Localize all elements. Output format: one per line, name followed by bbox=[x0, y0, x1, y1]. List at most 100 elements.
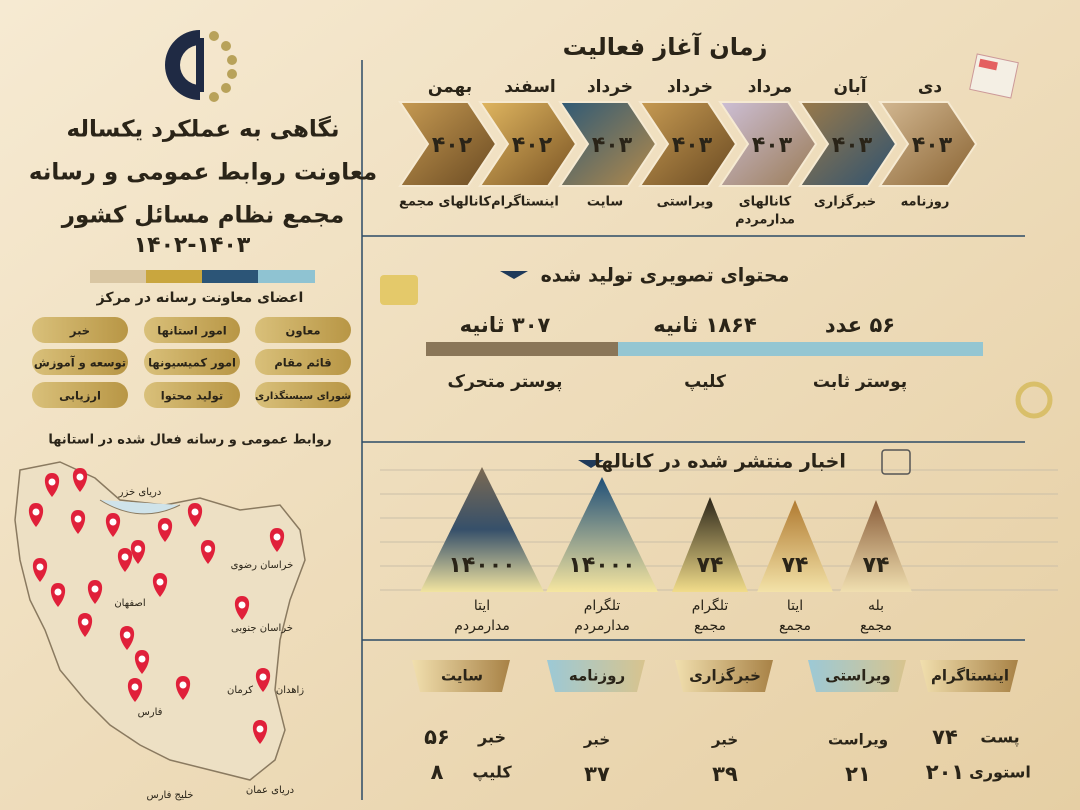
timeline-chevron bbox=[638, 101, 738, 187]
visual-value: ۵۶ عدد bbox=[825, 313, 895, 337]
timeline-month: بهمن bbox=[428, 77, 472, 97]
platform-stat-value: ۳۷ bbox=[584, 762, 610, 786]
news-label: مجمع bbox=[694, 618, 726, 634]
platform-stat-label: استوری bbox=[969, 763, 1031, 782]
platform-badge bbox=[675, 660, 773, 692]
news-label: بله bbox=[868, 598, 884, 614]
timeline-month: خرداد bbox=[667, 77, 713, 97]
visual-bar-segment bbox=[618, 342, 983, 356]
timeline-year: ۴۰۳ bbox=[592, 133, 633, 158]
timeline-year: ۴۰۳ bbox=[912, 133, 953, 158]
map-label: دریای خزر bbox=[118, 487, 162, 498]
timeline-label: خبرگزاری bbox=[814, 194, 876, 210]
timeline-month: خرداد bbox=[587, 77, 633, 97]
platform-stat-label: کلیپ bbox=[472, 763, 512, 783]
platform-stat-label: پست bbox=[980, 728, 1019, 748]
map-label: فارس bbox=[138, 707, 163, 718]
color-bar bbox=[90, 270, 315, 283]
timeline-label: روزنامه bbox=[901, 195, 950, 210]
news-label: مدارمردم bbox=[454, 618, 510, 634]
title-arrow bbox=[500, 271, 528, 279]
timeline-year: ۴۰۳ bbox=[832, 133, 873, 158]
map-pin-dot bbox=[32, 508, 40, 516]
member-pill bbox=[32, 349, 128, 375]
news-label: مدارمردم bbox=[574, 618, 630, 634]
member-label: معاون bbox=[286, 324, 321, 339]
timeline-chevron bbox=[398, 101, 498, 187]
news-triangle bbox=[840, 500, 912, 592]
headphones-icon bbox=[1015, 381, 1053, 419]
news-triangle bbox=[546, 477, 658, 592]
map-pin-dot bbox=[259, 673, 267, 681]
news-label: ایتا bbox=[474, 598, 490, 614]
news-value: ۱۴۰۰۰ bbox=[568, 553, 635, 578]
member-pill bbox=[255, 317, 351, 343]
news-label: مجمع bbox=[779, 618, 811, 634]
member-label: امور کمیسیونها bbox=[148, 356, 236, 371]
news-title: اخبار منتشر شده در کانالها bbox=[594, 451, 846, 473]
platform-stat-value: ۵۶ bbox=[424, 725, 450, 749]
map-pin-dot bbox=[256, 725, 264, 733]
member-pill bbox=[255, 382, 351, 408]
timeline-chevron bbox=[558, 101, 658, 187]
map-pin-dot bbox=[138, 655, 146, 663]
map-pin-dot bbox=[204, 545, 212, 553]
news-label: ایتا bbox=[787, 598, 803, 614]
member-label: توسعه و آموزش bbox=[34, 356, 126, 371]
map-pin-dot bbox=[76, 473, 84, 481]
timeline-label: کانالهای bbox=[739, 195, 792, 210]
map-label: خلیج فارس bbox=[146, 790, 193, 801]
platform-badge bbox=[547, 660, 645, 692]
dividers bbox=[361, 60, 1025, 800]
map-label: خراسان جنوبی bbox=[231, 623, 293, 634]
platform-stat-value: ۳۹ bbox=[712, 762, 738, 786]
map-label: دریای عمان bbox=[246, 785, 294, 796]
map-pin-dot bbox=[238, 601, 246, 609]
timeline-chevron bbox=[878, 101, 978, 187]
platform-stat-label: خبر bbox=[711, 731, 738, 749]
news-label: تلگرام bbox=[692, 597, 729, 614]
news-value: ۱۴۰۰۰ bbox=[448, 553, 515, 578]
timeline-year: ۴۰۳ bbox=[752, 133, 793, 158]
timeline-month: اسفند bbox=[504, 77, 556, 97]
map-pin-dot bbox=[134, 545, 142, 553]
timeline-chevron bbox=[718, 101, 818, 187]
visual-bar-segment bbox=[426, 342, 618, 356]
title-line: نگاهی به عملکرد یکساله bbox=[66, 116, 339, 143]
map-pin-dot bbox=[74, 515, 82, 523]
map-pin-dot bbox=[54, 588, 62, 596]
member-pill bbox=[32, 382, 128, 408]
platform-name: اینستاگرام bbox=[931, 667, 1009, 685]
timeline-year: ۴۰۳ bbox=[672, 133, 713, 158]
member-label: خبر bbox=[69, 324, 90, 338]
timeline-year: ۴۰۲ bbox=[512, 133, 553, 158]
years: ۱۴۰۲-۱۴۰۳ bbox=[134, 233, 251, 258]
title-arrow bbox=[578, 460, 604, 468]
news-value: ۷۴ bbox=[782, 553, 809, 578]
member-pill bbox=[144, 349, 240, 375]
map-label: خراسان رضوی bbox=[231, 560, 294, 571]
member-label: امور استانها bbox=[157, 324, 226, 339]
timeline-month: مرداد bbox=[748, 77, 792, 97]
visual-value: ۱۸۶۴ ثانیه bbox=[653, 313, 757, 337]
news-value: ۷۴ bbox=[697, 553, 724, 578]
platform-stat-value: ۷۴ bbox=[932, 725, 958, 749]
timeline-label: اینستاگرام bbox=[491, 194, 559, 210]
title-line: معاونت روابط عمومی و رسانه bbox=[29, 160, 377, 186]
platform-stat-value: ۲۰۱ bbox=[926, 760, 964, 784]
map-pin-dot bbox=[131, 683, 139, 691]
video-icon bbox=[380, 275, 418, 305]
visual-label: پوستر متحرک bbox=[448, 372, 563, 392]
member-pill bbox=[255, 349, 351, 375]
news-label: مجمع bbox=[860, 618, 892, 634]
map-pin-dot bbox=[109, 518, 117, 526]
map-pin-dot bbox=[91, 585, 99, 593]
news-label: تلگرام bbox=[584, 597, 621, 614]
timeline-title: زمان آغاز فعالیت bbox=[563, 32, 768, 61]
timeline-chevron bbox=[478, 101, 578, 187]
map-pin-dot bbox=[273, 533, 281, 541]
map-pin-dot bbox=[36, 563, 44, 571]
platform-name: روزنامه bbox=[569, 667, 625, 685]
